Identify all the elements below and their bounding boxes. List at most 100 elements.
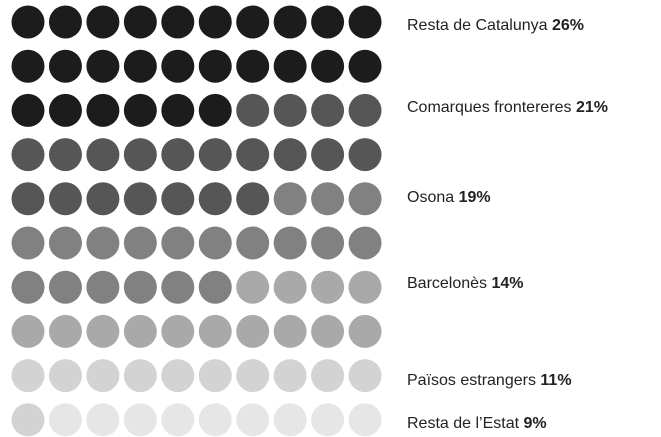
dot [236,93,270,127]
category-dots [11,5,382,127]
dot [123,359,157,393]
dot [198,226,232,260]
dot [11,182,45,216]
dot [86,93,120,127]
value-label: 21% [576,99,608,116]
category-name: Barcelonès [407,275,487,292]
dot [123,226,157,260]
dot [236,403,270,437]
dot [348,182,382,216]
dot [161,182,195,216]
dot [236,270,270,304]
legend-label: Resta de l’Estat 9% [407,415,547,432]
dot [161,314,195,348]
dot [161,270,195,304]
dot [311,5,345,39]
dot [236,49,270,83]
dot [198,138,232,172]
dot [273,270,307,304]
dot [311,138,345,172]
dot [311,93,345,127]
dot [11,403,45,437]
dot [198,403,232,437]
dot [311,403,345,437]
dot [161,359,195,393]
dot [123,403,157,437]
dot [86,270,120,304]
category-dots [11,270,382,348]
dot [198,49,232,83]
dot [123,5,157,39]
dot [123,314,157,348]
dot [161,5,195,39]
dot [161,403,195,437]
dot [311,49,345,83]
dot [86,359,120,393]
dot [11,314,45,348]
dot [311,359,345,393]
dot [161,138,195,172]
dot [48,226,82,260]
dot [273,5,307,39]
dot [273,182,307,216]
dot [48,359,82,393]
category-name: Resta de l’Estat [407,415,520,432]
dot [236,359,270,393]
legend-label: Osona 19% [407,189,491,206]
category-dots [48,403,382,437]
category-name: Comarques frontereres [407,99,572,116]
dot [48,403,82,437]
dot [11,49,45,83]
category-name: Països estrangers [407,372,536,389]
dot [11,5,45,39]
dot [86,403,120,437]
dot [48,49,82,83]
dot [273,314,307,348]
dot [123,93,157,127]
dot [198,359,232,393]
category-dots [11,359,382,437]
dot [11,226,45,260]
dot [198,5,232,39]
dot [123,49,157,83]
dot [236,314,270,348]
dot [273,359,307,393]
category-name: Osona [407,189,454,206]
dot [273,403,307,437]
dot [273,226,307,260]
legend-label: Comarques frontereres 21% [407,99,608,116]
dot [123,182,157,216]
dot [236,182,270,216]
dot [198,182,232,216]
legend-label: Països estrangers 11% [407,372,572,389]
dot [86,226,120,260]
dot [86,5,120,39]
dot [48,270,82,304]
dot [11,138,45,172]
dot [86,182,120,216]
dot [348,5,382,39]
dot [273,93,307,127]
dot [348,270,382,304]
dot [11,359,45,393]
dot [348,226,382,260]
dot [311,314,345,348]
category-name: Resta de Catalunya [407,17,548,34]
dot [86,314,120,348]
value-label: 26% [552,17,584,34]
dot [198,314,232,348]
dot [161,93,195,127]
dot [48,93,82,127]
dot [123,270,157,304]
dot [311,226,345,260]
dot [311,182,345,216]
dot [48,5,82,39]
dot [348,314,382,348]
dot [273,138,307,172]
legend-label: Barcelonès 14% [407,275,524,292]
dot [348,403,382,437]
dot [198,270,232,304]
value-label: 11% [540,372,571,389]
dot [48,314,82,348]
